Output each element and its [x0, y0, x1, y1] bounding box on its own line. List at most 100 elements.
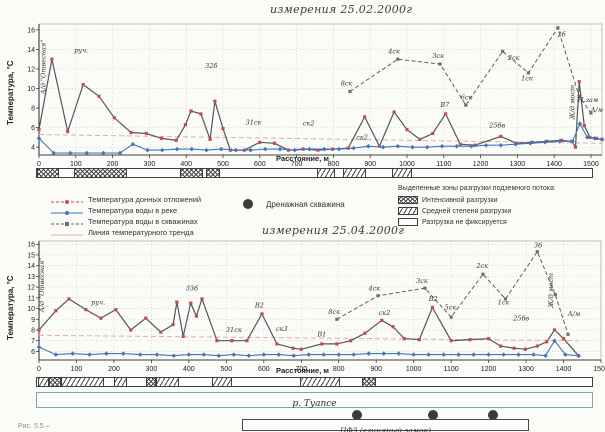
svg-text:14: 14	[27, 47, 35, 54]
svg-text:2ск: 2ск	[507, 54, 520, 62]
axes: 0 100 200 300 400 500 600 700 800 900 1000 1100 1200…	[27, 240, 605, 373]
point-labels: А/д "Отвесная" руч. 33б 31ск В2 ск3 В1 8ск 4ск ск…	[38, 241, 580, 338]
svg-text:600: 600	[254, 161, 266, 168]
svg-text:5ск: 5ск	[445, 304, 457, 312]
svg-text:25бв: 25бв	[488, 122, 505, 130]
series-trend	[38, 334, 579, 342]
empty-swatch-icon	[398, 218, 418, 226]
svg-text:8: 8	[31, 106, 35, 113]
svg-text:1500: 1500	[593, 366, 605, 373]
chart-bottom-title: измерения 25.04.2000г	[262, 224, 405, 237]
legend-label: Температура воды в скважинах	[88, 216, 198, 226]
svg-text:ск2: ск2	[356, 133, 368, 141]
svg-text:8ск: 8ск	[328, 308, 340, 316]
zone-segment-diag	[300, 378, 341, 386]
svg-text:6: 6	[31, 349, 35, 356]
svg-text:ск2: ск2	[303, 120, 315, 128]
svg-text:1000: 1000	[406, 366, 422, 373]
svg-text:0: 0	[37, 366, 41, 373]
series-wells	[335, 250, 570, 336]
drainage-well-icon	[243, 199, 253, 209]
svg-text:14: 14	[27, 263, 35, 270]
svg-text:500: 500	[217, 161, 229, 168]
legend-sample-wells	[51, 222, 83, 226]
axes: 0 100 200 300 400 500 600 700 800 900 1000 1100 1200…	[27, 23, 603, 168]
svg-text:1300: 1300	[518, 366, 534, 373]
svg-text:16: 16	[27, 242, 35, 249]
zone-segment-diag	[316, 169, 336, 177]
svg-text:7: 7	[31, 338, 35, 345]
river-band: р. Туапсе	[36, 392, 593, 409]
zone-segment-cross	[180, 169, 204, 177]
legend-item-river: Температура воды в реке	[50, 205, 201, 215]
drainage-well-label: Дренажная скважина	[266, 200, 345, 209]
svg-text:1ск: 1ск	[498, 298, 510, 306]
zone-segment-cross	[73, 169, 127, 177]
svg-text:Н.зам: Н.зам	[577, 96, 599, 104]
series-sediment	[37, 57, 604, 152]
sediment-line-sample-icon	[50, 194, 84, 204]
legend-sample-sediment	[51, 200, 83, 204]
svg-text:В7: В7	[439, 101, 450, 109]
svg-text:9: 9	[31, 317, 35, 324]
zone-segment-cross	[361, 378, 376, 386]
svg-text:800: 800	[328, 161, 340, 168]
svg-text:2ск: 2ск	[475, 262, 488, 270]
svg-text:600: 600	[258, 366, 270, 373]
svg-text:100: 100	[71, 366, 83, 373]
svg-text:А/д "Отвесная": А/д "Отвесная"	[38, 258, 46, 314]
svg-text:ск3: ск3	[276, 325, 288, 333]
zones-legend-label: Разгрузка не фиксируется	[422, 218, 507, 226]
zone-segment-diag	[113, 378, 128, 386]
svg-text:А/д "Отвесная": А/д "Отвесная"	[40, 40, 48, 96]
svg-text:руч.: руч.	[74, 46, 88, 54]
zone-segment-cross	[206, 169, 221, 177]
svg-text:300: 300	[144, 161, 156, 168]
svg-text:1400: 1400	[546, 161, 562, 168]
drainage-well-dot	[352, 410, 362, 420]
svg-text:1200: 1200	[473, 161, 489, 168]
zone-segment-diag	[60, 378, 104, 386]
chart-bottom-x-axis-label: Расстояние, м	[276, 366, 329, 375]
cross-hatch-swatch-icon	[398, 196, 418, 204]
svg-text:Ж/д мост: Ж/д мост	[547, 273, 555, 309]
chart-top-x-axis-label: Расстояние, м	[276, 154, 329, 163]
discharge-zones-bar-bottom	[36, 377, 593, 387]
grid	[38, 24, 602, 155]
svg-text:4: 4	[31, 145, 35, 152]
svg-text:8ск: 8ск	[341, 80, 353, 88]
svg-text:1400: 1400	[556, 366, 572, 373]
svg-text:25бв: 25бв	[512, 314, 529, 322]
svg-text:1ск: 1ск	[521, 75, 533, 83]
svg-text:1300: 1300	[510, 161, 526, 168]
figure-caption-fragment: Рис. 5.5 –	[18, 423, 50, 430]
pfz-label: ПФЗ (глиняный замок)	[339, 426, 431, 432]
river-label: р. Туапсе	[292, 399, 337, 409]
svg-text:400: 400	[180, 161, 192, 168]
svg-text:1000: 1000	[399, 161, 415, 168]
svg-text:4ск: 4ск	[387, 47, 400, 55]
svg-text:0: 0	[37, 161, 41, 168]
svg-text:200: 200	[108, 366, 120, 373]
legend-sample-trend	[51, 234, 83, 236]
zone-segment-diag	[342, 169, 366, 177]
svg-text:1200: 1200	[481, 366, 497, 373]
svg-text:1500: 1500	[583, 161, 599, 168]
zones-legend-label: Интенсивной разгрузки	[422, 196, 498, 204]
river-line-sample-icon	[50, 205, 84, 215]
legend-item-wells: Температура воды в скважинах	[50, 216, 201, 226]
zone-segment-cross	[37, 169, 59, 177]
svg-text:800: 800	[333, 366, 345, 373]
point-labels: А/д "Отвесная" руч. 32б 31ск ск2 8ск ск2 4ск 3ск…	[40, 31, 603, 142]
svg-text:3ск: 3ск	[416, 277, 428, 285]
svg-text:В2: В2	[254, 301, 264, 309]
svg-text:В1: В1	[316, 330, 326, 338]
svg-text:руч.: руч.	[91, 298, 105, 306]
svg-text:32б: 32б	[205, 62, 217, 70]
zone-segment-diag	[38, 378, 50, 386]
svg-text:700: 700	[295, 366, 307, 373]
zone-segment-diag	[391, 169, 412, 177]
svg-text:2б: 2б	[556, 31, 565, 39]
svg-text:10: 10	[27, 306, 35, 313]
